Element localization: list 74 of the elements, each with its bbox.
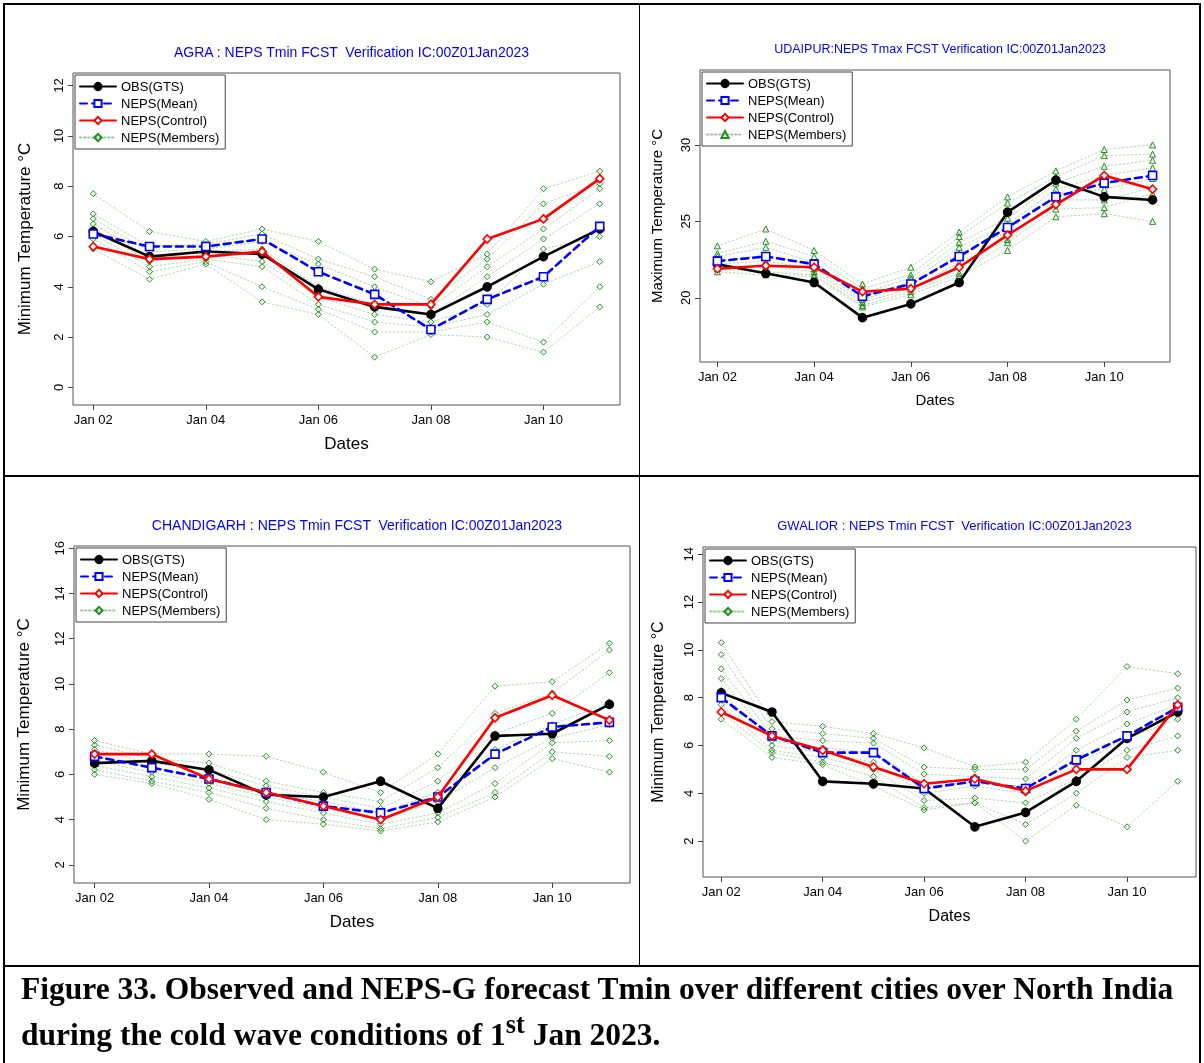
x-tick-label: Jan 02 <box>75 890 115 905</box>
x-tick-label: Jan 06 <box>904 884 944 899</box>
y-tick-label: 2 <box>51 333 66 341</box>
x-tick-label: Jan 06 <box>303 890 343 905</box>
y-tick-label: 12 <box>681 594 696 610</box>
y-tick-label: 10 <box>52 676 67 692</box>
y-axis-title: Minimum Temperature °C <box>648 621 666 803</box>
y-tick-label: 6 <box>52 770 67 779</box>
y-tick-label: 8 <box>52 725 67 733</box>
legend-label: NEPS(Members) <box>121 130 220 145</box>
legend-label: NEPS(Mean) <box>122 569 199 584</box>
x-axis-title: Dates <box>324 434 369 453</box>
chart-title: CHANDIGARH : NEPS Tmin FCST Verification IC:00Z01Jan2023 <box>151 517 563 533</box>
legend-label: NEPS(Members) <box>748 127 847 142</box>
y-axis-title: Minimum Temperature °C <box>15 142 34 336</box>
x-axis-title: Dates <box>928 906 971 924</box>
y-tick-label: 10 <box>681 642 696 658</box>
y-tick-label: 30 <box>678 137 693 153</box>
x-axis-title: Dates <box>329 912 375 931</box>
legend-label: NEPS(Control) <box>748 110 834 125</box>
x-tick-label: Jan 10 <box>532 890 572 905</box>
legend-label: NEPS(Members) <box>751 604 850 619</box>
y-tick-label: 2 <box>52 861 67 869</box>
legend-label: NEPS(Control) <box>122 586 208 601</box>
x-tick-label: Jan 08 <box>1006 884 1046 899</box>
y-tick-label: 16 <box>52 541 67 556</box>
x-tick-label: Jan 02 <box>701 884 741 899</box>
legend-label: NEPS(Control) <box>751 587 837 602</box>
x-tick-label: Jan 06 <box>891 369 931 384</box>
x-tick-label: Jan 10 <box>523 412 563 427</box>
y-tick-label: 14 <box>681 546 696 562</box>
y-tick-label: 25 <box>678 214 693 229</box>
x-tick-label: Jan 06 <box>298 412 338 427</box>
y-tick-label: 14 <box>52 586 67 601</box>
x-tick-label: Jan 02 <box>697 369 737 384</box>
y-tick-label: 6 <box>681 741 696 750</box>
y-tick-label: 4 <box>681 789 696 797</box>
y-tick-label: 2 <box>681 837 696 845</box>
x-tick-label: Jan 08 <box>418 890 458 905</box>
x-tick-label: Jan 04 <box>794 369 834 384</box>
x-tick-label: Jan 08 <box>411 412 451 427</box>
y-tick-label: 20 <box>678 290 693 306</box>
legend-label: OBS(GTS) <box>122 552 185 567</box>
y-tick-label: 12 <box>51 78 66 93</box>
legend-label: NEPS(Mean) <box>748 93 825 108</box>
y-tick-label: 4 <box>52 816 67 824</box>
x-tick-label: Jan 04 <box>186 412 226 427</box>
chart-title: AGRA : NEPS Tmin FCST Verification IC:00Z01Jan2023 <box>173 44 530 60</box>
legend-label: NEPS(Members) <box>122 603 221 618</box>
legend-label: NEPS(Control) <box>121 113 207 128</box>
x-tick-label: Jan 08 <box>988 369 1028 384</box>
legend-label: OBS(GTS) <box>751 553 814 568</box>
x-tick-label: Jan 04 <box>189 890 229 905</box>
legend-label: NEPS(Mean) <box>751 570 828 585</box>
y-tick-label: 0 <box>51 383 66 392</box>
y-tick-label: 10 <box>51 128 66 144</box>
y-axis-title: Minimum Temperature °C <box>14 618 33 811</box>
x-tick-label: Jan 04 <box>803 884 843 899</box>
y-tick-label: 6 <box>51 232 66 241</box>
y-tick-label: 4 <box>51 283 66 291</box>
y-tick-label: 8 <box>681 694 696 702</box>
chart-title: UDAIPUR:NEPS Tmax FCST Verification IC:00Z01Jan2023 <box>774 41 1106 56</box>
legend-label: OBS(GTS) <box>121 79 184 94</box>
x-tick-label: Jan 02 <box>73 412 113 427</box>
y-tick-label: 12 <box>52 631 67 646</box>
caption: Figure 33. Observed and NEPS-G forecast Tmin over different cities over North India during the cold wave conditions of 1$^{st}$ Jan 2023. <box>21 971 1175 1053</box>
legend-label: OBS(GTS) <box>748 76 811 91</box>
y-axis-title: Maximum Temperature °C <box>648 128 665 304</box>
x-tick-label: Jan 10 <box>1084 369 1124 384</box>
chart-title: GWALIOR : NEPS Tmin FCST Verification IC:00Z01Jan2023 <box>777 518 1132 533</box>
y-tick-label: 8 <box>51 182 66 190</box>
x-tick-label: Jan 10 <box>1107 884 1147 899</box>
legend-label: NEPS(Mean) <box>121 96 198 111</box>
x-axis-title: Dates <box>915 391 955 408</box>
